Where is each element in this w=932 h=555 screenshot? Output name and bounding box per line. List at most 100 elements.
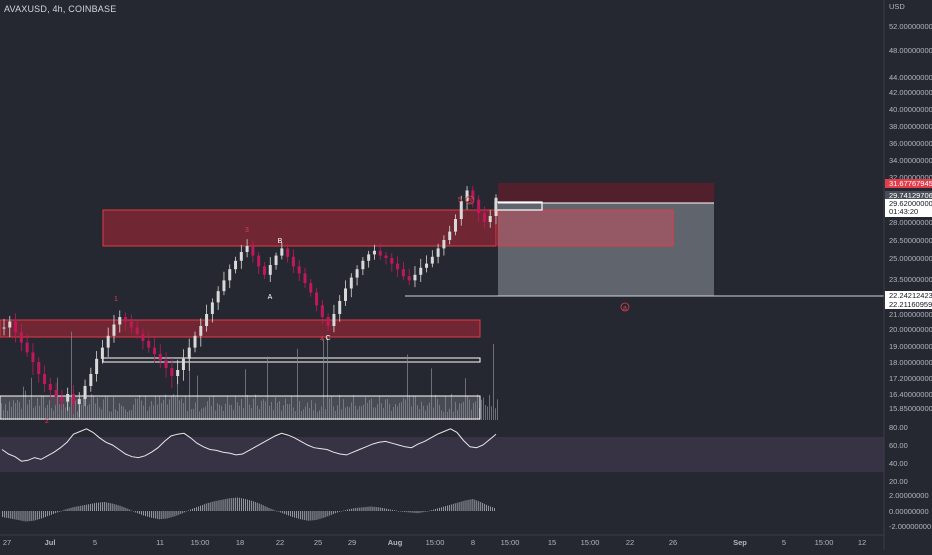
volume-bar [295, 411, 296, 420]
volume-bar [101, 409, 102, 420]
volume-bar [397, 406, 398, 420]
volume-bar [219, 404, 220, 420]
price-tick-label: 40.00000000 [889, 105, 932, 114]
volume-bar [275, 397, 276, 420]
volume-bar [237, 402, 238, 420]
volume-bar [379, 396, 380, 420]
macd-histogram-bar [317, 511, 319, 520]
volume-bar [117, 411, 118, 420]
macd-histogram-bar [7, 511, 9, 519]
candle-body [297, 266, 301, 274]
volume-bar [1, 403, 2, 420]
volume-bar [217, 403, 218, 420]
macd-histogram-bar [327, 511, 329, 517]
macd-histogram-bar [262, 505, 264, 511]
volume-bar [191, 409, 192, 420]
macd-histogram-bar [15, 511, 17, 520]
candle-body [176, 370, 180, 376]
macd-histogram-bar [199, 505, 201, 511]
volume-bar [251, 408, 252, 420]
volume-bar [227, 395, 228, 420]
volume-bar [323, 338, 324, 420]
volume-bar [409, 395, 410, 420]
volume-bar [263, 399, 264, 420]
volume-bar [287, 403, 288, 420]
macd-histogram-bar [448, 505, 450, 511]
volume-bar [267, 356, 268, 420]
volume-bar [231, 404, 232, 420]
volume-bar [47, 404, 48, 420]
volume-bar [297, 348, 298, 420]
volume-bar [199, 411, 200, 420]
candle-body [477, 199, 481, 214]
volume-bar [59, 404, 60, 420]
candle-body [442, 240, 446, 249]
macd-histogram-bar [382, 508, 384, 511]
rsi-tick-label: 60.00 [889, 441, 908, 450]
macd-histogram-bar [213, 501, 215, 511]
volume-bar [55, 404, 56, 420]
macd-histogram-bar [125, 508, 127, 511]
volume-bar [121, 405, 122, 420]
macd-histogram-bar [35, 511, 37, 521]
candle-body [106, 335, 110, 348]
volume-bar [355, 405, 356, 420]
macd-histogram-bar [494, 508, 495, 511]
candle-body [326, 317, 330, 326]
candle-body [453, 219, 457, 232]
candle-body [320, 305, 324, 317]
macd-histogram-bar [68, 508, 70, 511]
candle-body [465, 190, 469, 202]
candle-body [170, 368, 174, 376]
candle-body [71, 394, 75, 405]
macd-histogram-bar [174, 511, 176, 517]
volume-bar [99, 407, 100, 420]
volume-bar [451, 394, 452, 420]
volume-bar [193, 408, 194, 420]
macd-histogram-bar [96, 502, 97, 511]
volume-bar [21, 408, 22, 420]
macd-histogram-bar [182, 511, 184, 514]
macd-histogram-bar [219, 500, 221, 511]
macd-histogram-bar [478, 501, 480, 511]
volume-bar [87, 405, 88, 420]
price-tick-label: 32.00000000 [889, 173, 932, 182]
volume-bar [465, 378, 466, 420]
macd-histogram-bar [480, 502, 482, 511]
macd-histogram-bar [443, 506, 444, 511]
volume-bar [293, 407, 294, 420]
macd-histogram-bar [452, 503, 454, 511]
candle-body [234, 260, 238, 270]
macd-histogram-bar [221, 499, 223, 511]
volume-bar [481, 399, 482, 420]
macd-histogram-bar [380, 507, 382, 511]
volume-bar [209, 397, 210, 420]
volume-bar [63, 403, 64, 420]
macd-histogram-bar [139, 511, 141, 514]
macd-histogram-bar [58, 511, 60, 512]
macd-histogram-bar [296, 511, 297, 519]
volume-bar [239, 405, 240, 420]
volume-bar [153, 405, 154, 420]
volume-bar [39, 405, 40, 420]
resistance-zone-projection [497, 209, 674, 247]
volume-bar [411, 406, 412, 420]
volume-bar [265, 401, 266, 420]
time-tick-label: Jul [45, 538, 56, 547]
macd-histogram-bar [105, 502, 107, 511]
macd-histogram-bar [37, 511, 39, 520]
macd-histogram-bar [397, 511, 399, 512]
macd-histogram-bar [378, 507, 380, 511]
volume-bar [497, 399, 498, 420]
macd-histogram-bar [468, 499, 470, 511]
macd-histogram-bar [164, 511, 166, 519]
volume-bar [335, 410, 336, 420]
volume-bar [223, 410, 224, 420]
macd-histogram-bar [335, 511, 337, 514]
volume-bar [111, 411, 112, 420]
candle-body [280, 248, 284, 256]
macd-histogram-bar [321, 511, 323, 519]
macd-histogram-bar [158, 511, 160, 520]
